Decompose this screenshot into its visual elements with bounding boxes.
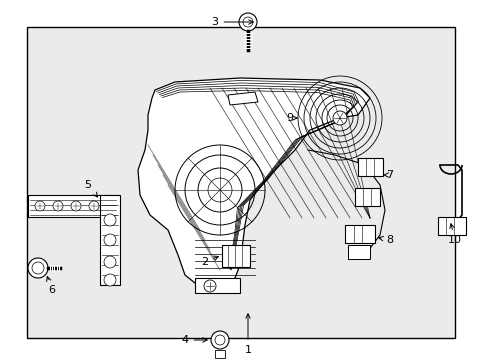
Polygon shape [227, 92, 258, 105]
Circle shape [35, 201, 45, 211]
Bar [222, 245, 249, 267]
Text: 3: 3 [211, 17, 253, 27]
Circle shape [210, 331, 228, 349]
Bar [100, 195, 120, 285]
Circle shape [243, 17, 252, 27]
Polygon shape [138, 78, 369, 288]
Circle shape [89, 201, 99, 211]
Text: 10: 10 [447, 224, 461, 245]
Circle shape [239, 13, 257, 31]
Text: 9: 9 [286, 113, 296, 123]
Bar [28, 195, 118, 217]
Text: 2: 2 [201, 256, 218, 267]
Circle shape [28, 258, 48, 278]
Text: 5: 5 [84, 180, 98, 197]
Bar [354, 188, 379, 206]
Circle shape [53, 201, 63, 211]
Text: 1: 1 [244, 314, 251, 355]
Bar [437, 217, 465, 235]
Text: 7: 7 [383, 170, 393, 180]
Circle shape [215, 335, 224, 345]
Circle shape [332, 111, 346, 125]
Bar [215, 350, 224, 358]
Text: 8: 8 [378, 235, 393, 245]
Circle shape [104, 214, 116, 226]
Bar [357, 158, 382, 176]
Polygon shape [195, 278, 240, 293]
Circle shape [203, 280, 216, 292]
Bar [347, 245, 369, 259]
Circle shape [71, 201, 81, 211]
Text: 6: 6 [46, 276, 55, 295]
Bar [345, 225, 374, 243]
Circle shape [104, 256, 116, 268]
Circle shape [104, 274, 116, 286]
Text: 4: 4 [181, 335, 207, 345]
Circle shape [104, 234, 116, 246]
Bar [27, 27, 454, 338]
Circle shape [32, 262, 44, 274]
